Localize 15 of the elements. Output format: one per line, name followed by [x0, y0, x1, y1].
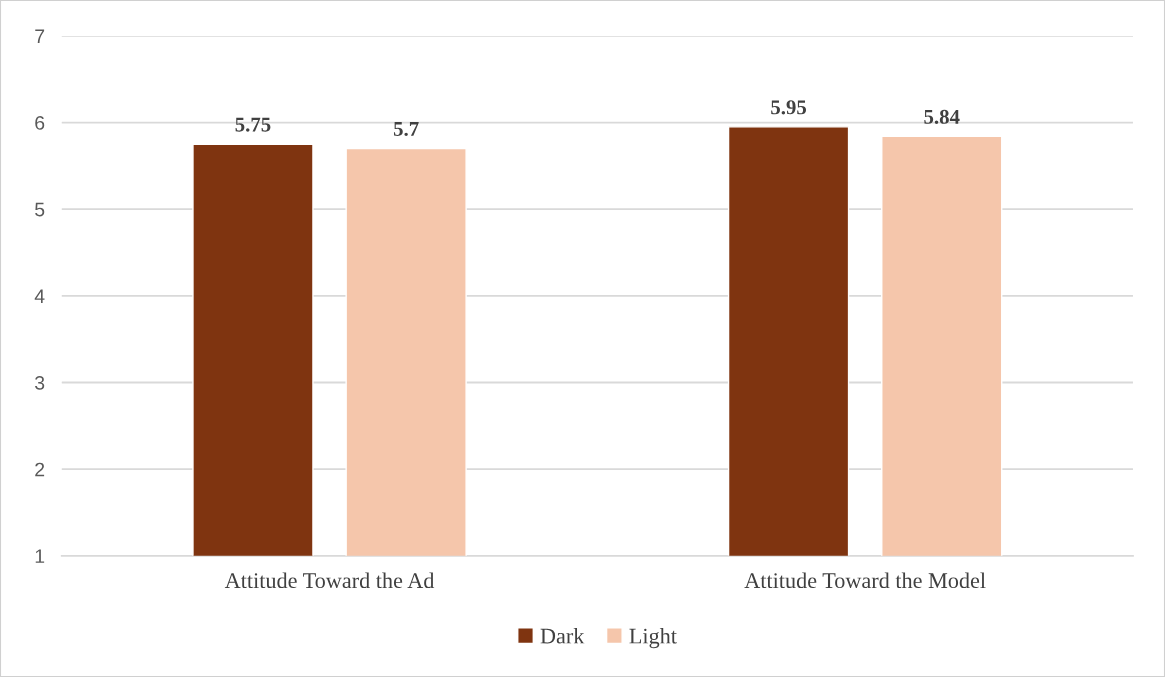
y-tick-label: 4: [34, 289, 45, 303]
legend-label: Dark: [540, 627, 585, 644]
y-tick-label: 2: [35, 462, 45, 477]
data-label: 5.95: [771, 100, 807, 115]
y-tick-label: 1: [35, 549, 45, 563]
legend-label: Light: [629, 627, 677, 649]
y-tick-label: 7: [35, 29, 45, 43]
y-tick-label: 6: [35, 116, 45, 130]
x-tick-label: Attitude Toward the Ad: [224, 572, 435, 589]
data-label: 5.84: [924, 109, 960, 124]
x-tick-label: Attitude Toward the Model: [744, 572, 986, 589]
data-label: 5.7: [393, 122, 419, 137]
data-label: 5.75: [235, 117, 271, 132]
y-tick-label: 3: [35, 375, 45, 390]
y-tick-label: 5: [35, 202, 45, 217]
